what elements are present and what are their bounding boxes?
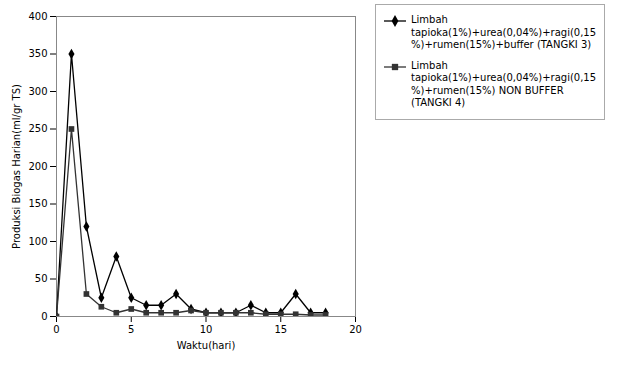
svg-text:5: 5 (128, 324, 134, 335)
svg-text:50: 50 (35, 273, 48, 284)
svg-text:350: 350 (28, 48, 47, 59)
svg-text:15: 15 (274, 324, 287, 335)
svg-text:0: 0 (53, 324, 59, 335)
svg-text:0: 0 (41, 311, 47, 322)
svg-text:300: 300 (28, 86, 47, 97)
svg-text:400: 400 (28, 11, 47, 22)
html-text:Limbah tapioka(1%)+urea(0,04%): Limbah tapioka(1%)+urea(0,04%)+ragi(0,15… (411, 59, 597, 108)
svg-text:150: 150 (28, 198, 47, 209)
svg-text:100: 100 (28, 236, 47, 247)
svg-text:250: 250 (28, 123, 47, 134)
svg-text:10: 10 (200, 324, 213, 335)
svg-text:Produksi Biogas Harian(ml/gr T: Produksi Biogas Harian(ml/gr TS) (11, 84, 22, 249)
html-text:Limbah tapioka(1%)+urea(0,04%): Limbah tapioka(1%)+urea(0,04%)+ragi(0,15… (411, 14, 597, 50)
svg-text:200: 200 (28, 161, 47, 172)
svg-text:20: 20 (349, 324, 362, 335)
svg-text:Waktu(hari): Waktu(hari) (177, 340, 236, 351)
